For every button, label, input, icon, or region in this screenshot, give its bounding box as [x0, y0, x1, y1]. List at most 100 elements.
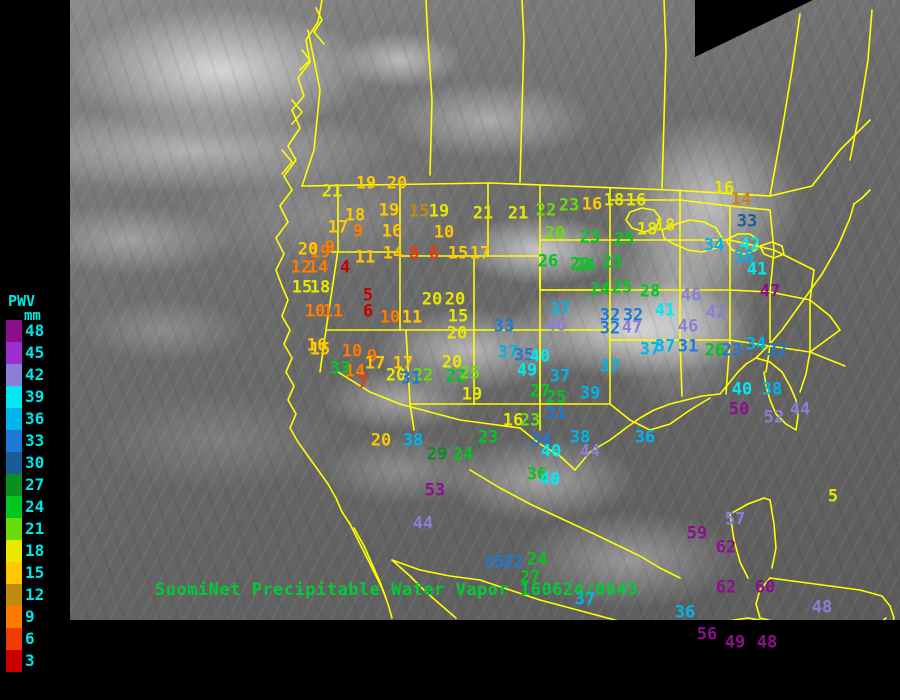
pwv-station-value: 9	[352, 221, 364, 242]
pwv-station-value: 49	[516, 360, 538, 381]
pwv-station-value: 15	[309, 339, 331, 360]
pwv-station-value: 10	[433, 222, 455, 243]
colorbar-tick-label: 9	[25, 607, 35, 626]
pwv-station-value: 16	[625, 190, 647, 211]
pwv-station-value: 25	[459, 363, 481, 384]
pwv-station-value: 52	[763, 407, 785, 428]
pwv-station-value: 36	[733, 247, 755, 268]
colorbar-swatch	[6, 518, 22, 540]
pwv-station-value: 19	[378, 200, 400, 221]
map-title: SuomiNet Precipitable Water Vapor 160624…	[155, 580, 639, 600]
pwv-station-value: 21	[472, 203, 494, 224]
pwv-station-value: 44	[789, 399, 811, 420]
colorbar-tick-label: 39	[25, 387, 45, 406]
pwv-station-value: 18	[309, 277, 331, 298]
pwv-station-value: 20	[386, 173, 408, 194]
colorbar-swatch	[6, 650, 22, 672]
pwv-station-value: 16	[502, 410, 524, 431]
pwv-station-value: 14	[382, 243, 404, 264]
pwv-station-value: 42	[705, 302, 727, 323]
pwv-station-value: 41	[746, 259, 768, 280]
pwv-station-value: 17	[327, 217, 349, 238]
pwv-station-value: 10	[379, 307, 401, 328]
pwv-station-value: 20	[421, 289, 443, 310]
pwv-station-value: 41	[654, 300, 676, 321]
pwv-station-value: 35	[483, 552, 505, 573]
pwv-station-value: 9	[324, 237, 336, 258]
pwv-station-value: 19	[428, 201, 450, 222]
colorbar-tick-labels: 48 45 42 39 36 33 30 27 24 21 18 15 12 9 6 3	[25, 320, 44, 672]
pwv-station-value: 33	[736, 211, 758, 232]
pwv-station-value: 23	[558, 195, 580, 216]
colorbar-tick-label: 3	[25, 651, 35, 670]
pwv-station-value: 19	[461, 384, 483, 405]
pwv-station-value: 49	[724, 632, 746, 653]
pwv-station-value: 11	[401, 307, 423, 328]
pwv-station-value: 42	[739, 234, 761, 255]
colorbar-swatch	[6, 364, 22, 386]
pwv-station-value: 62	[715, 537, 737, 558]
pwv-station-value: 12	[290, 257, 312, 278]
pwv-station-value: 44	[579, 441, 601, 462]
pwv-station-value: 27	[529, 381, 551, 402]
pwv-station-value: 19	[309, 242, 331, 263]
pwv-station-value: 21	[321, 181, 343, 202]
colorbar-tick-label: 24	[25, 497, 45, 516]
pwv-station-value: 16	[713, 178, 735, 199]
pwv-station-value: 20	[385, 365, 407, 386]
pwv-colorbar-legend: PWV mm 48 45 42 39 36 33 30 27 24 21 18 15 12 9 6 3	[0, 292, 70, 672]
pwv-station-value: 47	[759, 281, 781, 302]
colorbar-tick-label: 33	[25, 431, 45, 450]
pwv-station-value: 21	[507, 203, 529, 224]
colorbar-tick-label: 21	[25, 519, 45, 538]
colorbar-swatch	[6, 386, 22, 408]
pwv-station-value: 34	[703, 235, 725, 256]
pwv-station-value: 36	[526, 464, 548, 485]
colorbar-title: PWV	[8, 292, 36, 310]
pwv-station-value: 14	[730, 189, 752, 210]
colorbar-tick-label: 36	[25, 409, 45, 428]
pwv-station-value: 33	[493, 316, 515, 337]
pwv-station-value: 37	[574, 589, 596, 610]
pwv-station-value: 23	[519, 410, 541, 431]
colorbar-swatch	[6, 430, 22, 452]
pwv-station-value: 25	[613, 229, 635, 250]
pwv-station-value: 36	[674, 602, 696, 623]
pwv-station-value: 47	[621, 317, 643, 338]
pwv-station-value: 37	[639, 339, 661, 360]
colorbar-tick-label: 48	[25, 321, 45, 340]
pwv-station-value: 20	[444, 289, 466, 310]
colorbar-tick-label: 15	[25, 563, 45, 582]
pwv-station-value: 32	[599, 305, 621, 326]
pwv-station-value: 20	[441, 352, 463, 373]
pwv-station-value: 19	[355, 173, 377, 194]
colorbar-swatch	[6, 606, 22, 628]
pwv-station-value: 40	[539, 469, 561, 490]
pwv-station-value: 46	[680, 285, 702, 306]
pwv-station-value: 48	[811, 597, 833, 618]
pwv-station-value: 50	[728, 399, 750, 420]
pwv-station-value: 18	[636, 219, 658, 240]
pwv-station-value: 23	[579, 227, 601, 248]
pwv-station-value: 62	[715, 577, 737, 598]
pwv-station-value: 27	[519, 567, 541, 588]
pwv-station-value: 38	[761, 379, 783, 400]
pwv-station-value: 48	[756, 632, 778, 653]
pwv-station-value: 57	[724, 509, 746, 530]
pwv-station-value: 53	[424, 480, 446, 501]
pwv-station-value: 18	[603, 190, 625, 211]
pwv-station-value: 5	[827, 486, 839, 507]
pwv-station-value: 17	[392, 353, 414, 374]
pwv-station-value: 38	[402, 430, 424, 451]
colorbar-swatch	[6, 496, 22, 518]
pwv-station-value: 15	[408, 201, 430, 222]
pwv-station-value: 40	[529, 346, 551, 367]
pwv-station-value: 39	[579, 383, 601, 404]
colorbar-swatch	[6, 474, 22, 496]
pwv-station-value: 26	[537, 251, 559, 272]
pwv-station-value: 23	[601, 252, 623, 273]
pwv-station-value: 10	[341, 341, 363, 362]
pwv-station-value: 7	[357, 372, 369, 393]
colorbar-swatch	[6, 584, 22, 606]
pwv-station-value: 46	[677, 316, 699, 337]
